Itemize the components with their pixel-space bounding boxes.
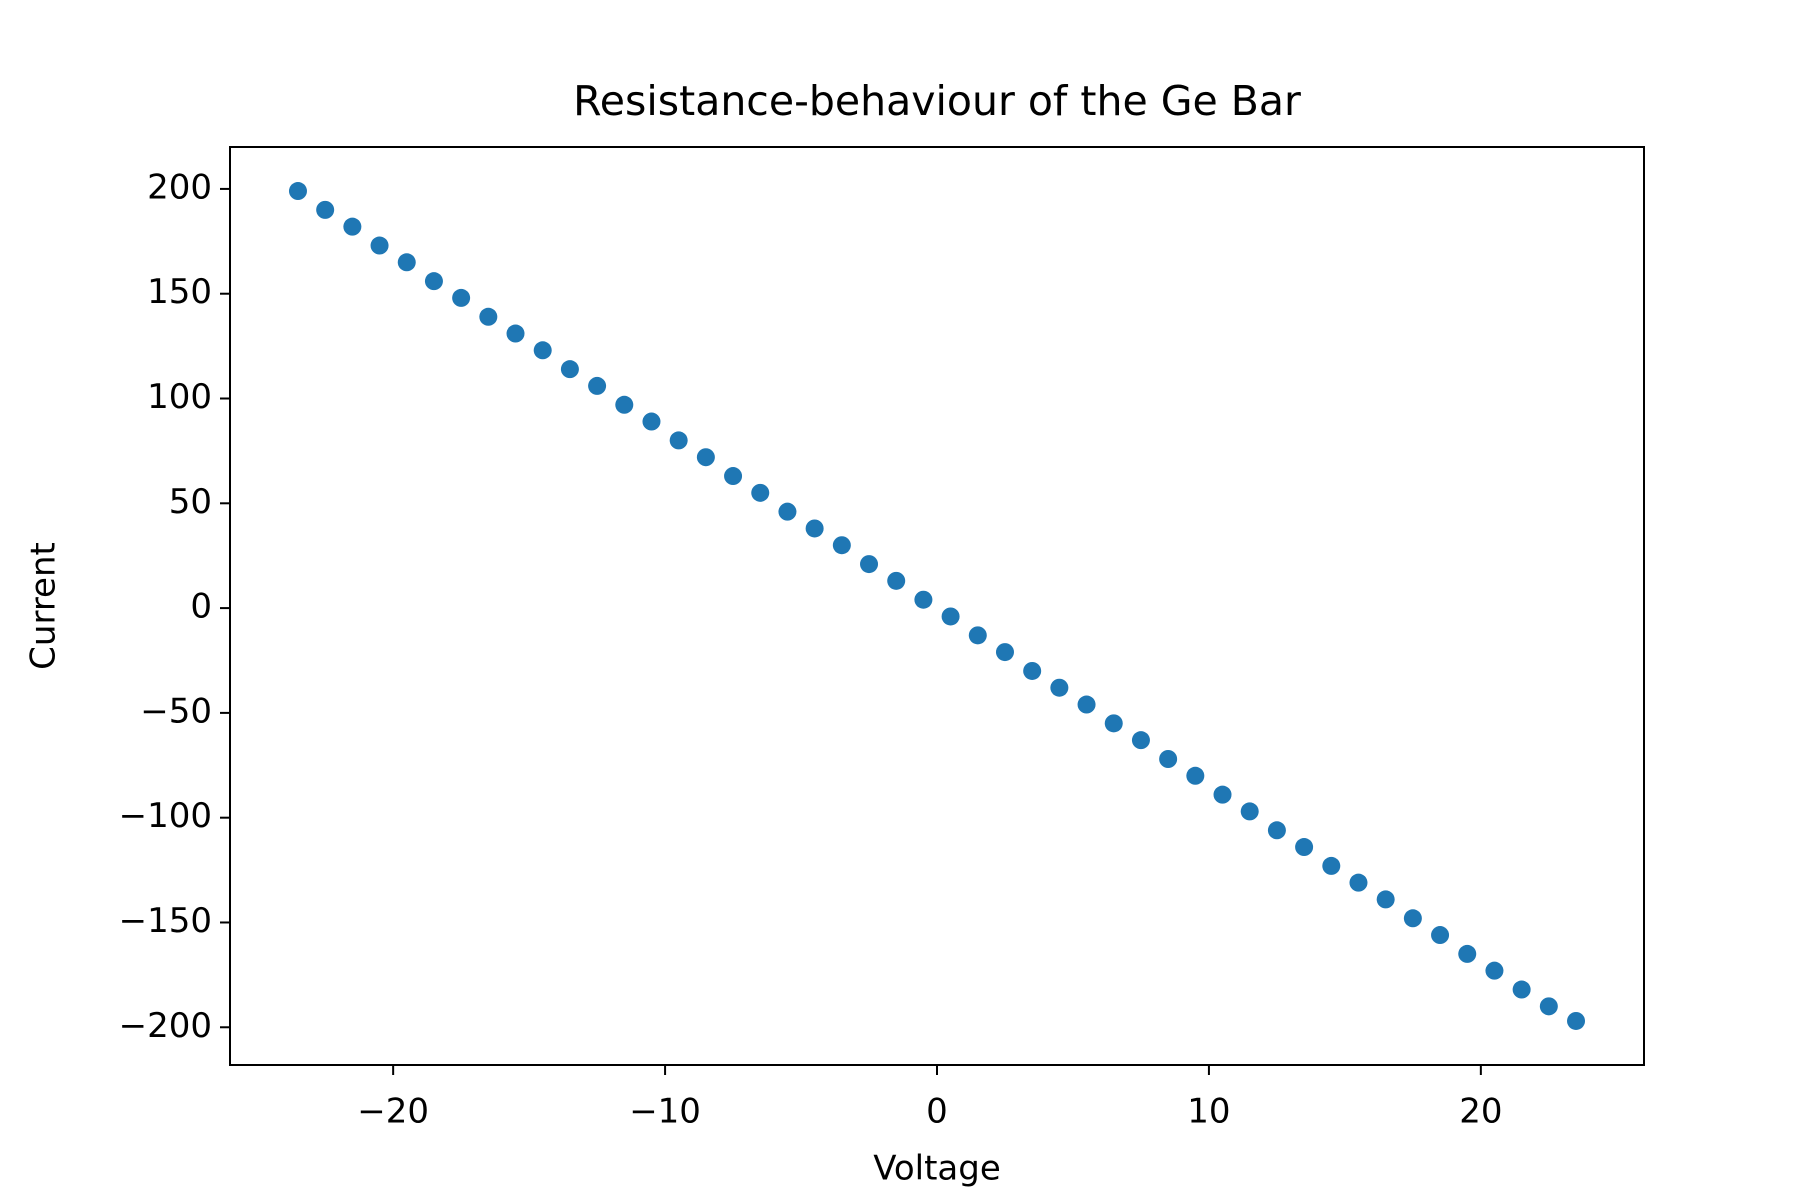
scatter-point — [506, 324, 525, 343]
scatter-point — [615, 395, 634, 414]
scatter-point — [1485, 961, 1504, 980]
scatter-point — [887, 571, 906, 590]
scatter-point — [1431, 926, 1450, 945]
y-tick-label: 200 — [147, 167, 212, 207]
scatter-point — [370, 236, 389, 255]
scatter-point — [941, 607, 960, 626]
scatter-point — [1349, 873, 1368, 892]
scatter-point — [1240, 802, 1259, 821]
scatter-point — [1403, 909, 1422, 928]
scatter-point — [1539, 997, 1558, 1016]
scatter-point — [696, 448, 715, 467]
scatter-point — [805, 519, 824, 538]
scatter-point — [1077, 695, 1096, 714]
scatter-point — [995, 643, 1014, 662]
scatter-point — [860, 555, 879, 574]
scatter-point — [1213, 785, 1232, 804]
scatter-point — [724, 467, 743, 486]
y-tick-label: −200 — [119, 1006, 212, 1046]
x-tick-label: −20 — [357, 1092, 429, 1132]
x-tick-label: 0 — [926, 1092, 948, 1132]
y-tick-label: 150 — [147, 272, 212, 312]
scatter-point — [343, 217, 362, 236]
scatter-point — [533, 341, 552, 360]
plot-frame — [229, 146, 1645, 1066]
scatter-point — [1567, 1011, 1586, 1030]
scatter-point — [832, 536, 851, 555]
scatter-point — [1023, 661, 1042, 680]
scatter-point — [397, 253, 416, 272]
y-tick-label: 50 — [169, 482, 212, 522]
y-tick-label: −150 — [119, 901, 212, 941]
scatter-point — [588, 376, 607, 395]
scatter-point — [1512, 980, 1531, 999]
scatter-point — [1458, 944, 1477, 963]
y-tick-label: 0 — [190, 587, 212, 627]
scatter-point — [1267, 821, 1286, 840]
scatter-point — [479, 307, 498, 326]
scatter-point — [669, 431, 688, 450]
x-axis-label: Voltage — [873, 1149, 1001, 1189]
scatter-point — [560, 360, 579, 379]
scatter-point — [778, 502, 797, 521]
x-tick-label: 20 — [1459, 1092, 1502, 1132]
scatter-point — [1376, 890, 1395, 909]
scatter-point — [1186, 766, 1205, 785]
scatter-point — [288, 182, 307, 201]
scatter-point — [1159, 750, 1178, 768]
y-tick-label: 100 — [147, 377, 212, 417]
scatter-point — [1295, 838, 1314, 857]
scatter-point — [452, 288, 471, 307]
scatter-point — [1322, 856, 1341, 875]
y-tick-label: −50 — [140, 691, 212, 731]
scatter-point — [642, 412, 661, 431]
scatter-point — [424, 272, 443, 291]
y-tick-label: −100 — [119, 796, 212, 836]
scatter-point — [1104, 714, 1123, 733]
scatter-point — [1050, 678, 1069, 697]
chart-title: Resistance-behaviour of the Ge Bar — [573, 77, 1301, 125]
scatter-point — [1131, 731, 1150, 750]
scatter-point — [316, 200, 335, 219]
scatter-point — [968, 626, 987, 645]
x-tick-label: 10 — [1187, 1092, 1230, 1132]
scatter-point — [751, 483, 770, 502]
scatter-point — [914, 590, 933, 609]
y-axis-label: Current — [24, 542, 64, 670]
x-tick-label: −10 — [629, 1092, 701, 1132]
